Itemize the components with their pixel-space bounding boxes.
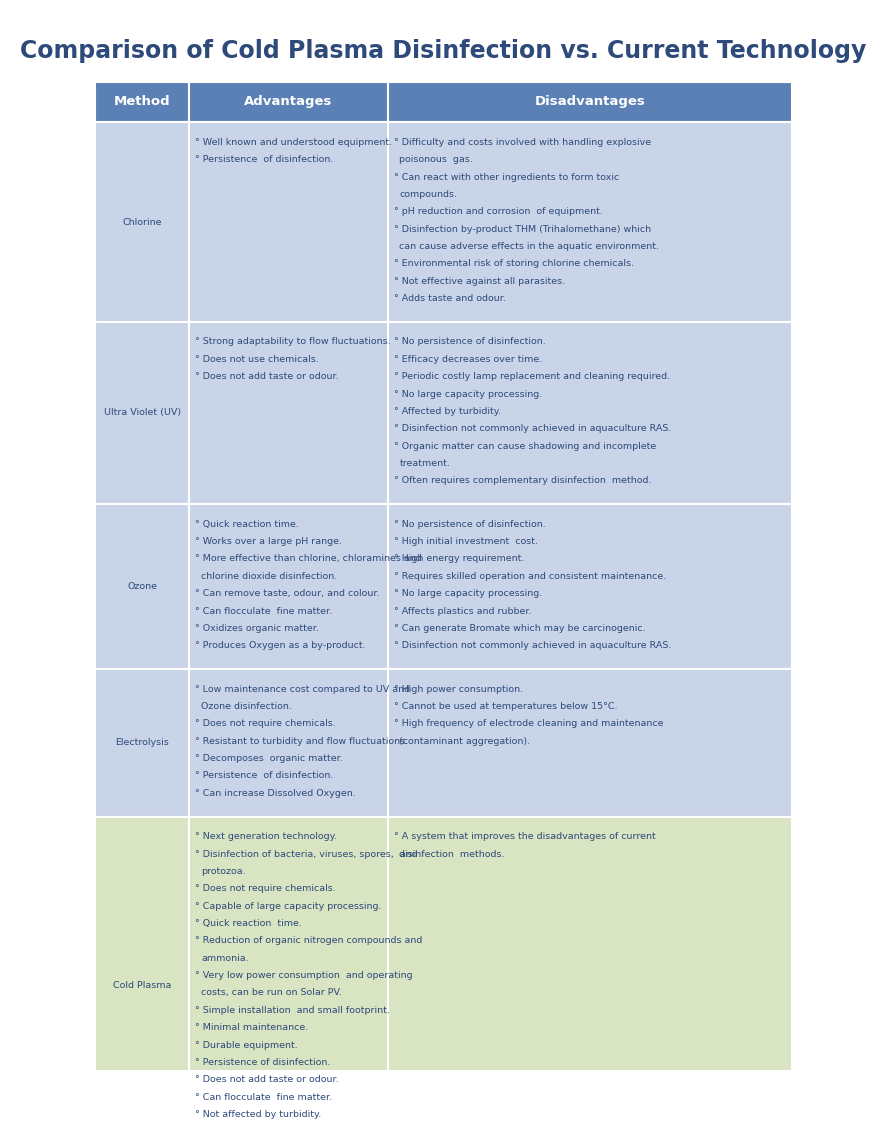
Text: ° Minimal maintenance.: ° Minimal maintenance. <box>195 1023 308 1032</box>
Text: ° Efficacy decreases over time.: ° Efficacy decreases over time. <box>393 355 541 364</box>
FancyBboxPatch shape <box>189 817 387 1127</box>
FancyBboxPatch shape <box>387 669 790 817</box>
Text: ° No persistence of disinfection.: ° No persistence of disinfection. <box>393 337 545 346</box>
FancyBboxPatch shape <box>387 504 790 669</box>
Text: ° Affected by turbidity.: ° Affected by turbidity. <box>393 407 500 416</box>
Text: ° Low maintenance cost compared to UV and: ° Low maintenance cost compared to UV an… <box>195 684 410 693</box>
Text: ° Oxidizes organic matter.: ° Oxidizes organic matter. <box>195 624 319 633</box>
Text: ° Does not add taste or odour.: ° Does not add taste or odour. <box>195 1075 338 1084</box>
FancyBboxPatch shape <box>96 81 189 122</box>
Text: ° Durable equipment.: ° Durable equipment. <box>195 1040 298 1049</box>
Text: disinfection  methods.: disinfection methods. <box>399 850 504 859</box>
Text: can cause adverse effects in the aquatic environment.: can cause adverse effects in the aquatic… <box>399 242 658 251</box>
FancyBboxPatch shape <box>387 122 790 322</box>
Text: ° Environmental risk of storing chlorine chemicals.: ° Environmental risk of storing chlorine… <box>393 259 633 268</box>
Text: ° Very low power consumption  and operating: ° Very low power consumption and operati… <box>195 971 412 980</box>
Text: treatment.: treatment. <box>399 459 450 468</box>
Text: Comparison of Cold Plasma Disinfection vs. Current Technology: Comparison of Cold Plasma Disinfection v… <box>20 38 866 63</box>
FancyBboxPatch shape <box>189 122 387 322</box>
Text: protozoa.: protozoa. <box>201 867 245 876</box>
Text: ° More effective than chlorine, chloramines and: ° More effective than chlorine, chlorami… <box>195 554 422 564</box>
Text: ° Strong adaptability to flow fluctuations.: ° Strong adaptability to flow fluctuatio… <box>195 337 391 346</box>
Text: ° High initial investment  cost.: ° High initial investment cost. <box>393 538 537 547</box>
Text: ° Can flocculate  fine matter.: ° Can flocculate fine matter. <box>195 1092 332 1101</box>
Text: ° Disinfection not commonly achieved in aquaculture RAS.: ° Disinfection not commonly achieved in … <box>393 641 670 650</box>
Text: ° Quick reaction  time.: ° Quick reaction time. <box>195 919 302 928</box>
Text: ° No large capacity processing.: ° No large capacity processing. <box>393 390 541 399</box>
FancyBboxPatch shape <box>96 669 189 817</box>
Text: ° Periodic costly lamp replacement and cleaning required.: ° Periodic costly lamp replacement and c… <box>393 372 669 381</box>
Text: Method: Method <box>114 96 170 108</box>
Text: ° Persistence  of disinfection.: ° Persistence of disinfection. <box>195 772 333 781</box>
Text: Electrolysis: Electrolysis <box>115 738 169 747</box>
Text: ° Simple installation  and small footprint.: ° Simple installation and small footprin… <box>195 1005 390 1014</box>
Text: ° Next generation technology.: ° Next generation technology. <box>195 832 337 841</box>
Text: ° Decomposes  organic matter.: ° Decomposes organic matter. <box>195 754 343 763</box>
FancyBboxPatch shape <box>387 817 790 1127</box>
Text: ° Requires skilled operation and consistent maintenance.: ° Requires skilled operation and consist… <box>393 571 665 580</box>
FancyBboxPatch shape <box>96 504 189 669</box>
FancyBboxPatch shape <box>189 504 387 669</box>
FancyBboxPatch shape <box>387 81 790 122</box>
Text: ° Reduction of organic nitrogen compounds and: ° Reduction of organic nitrogen compound… <box>195 937 422 946</box>
Text: ° Adds taste and odour.: ° Adds taste and odour. <box>393 294 505 303</box>
Text: ° Does not require chemicals.: ° Does not require chemicals. <box>195 719 336 728</box>
Text: chlorine dioxide disinfection.: chlorine dioxide disinfection. <box>201 571 337 580</box>
Text: ° Persistence  of disinfection.: ° Persistence of disinfection. <box>195 156 333 165</box>
Text: ° Capable of large capacity processing.: ° Capable of large capacity processing. <box>195 902 381 911</box>
Text: ° Affects plastics and rubber.: ° Affects plastics and rubber. <box>393 606 531 615</box>
Text: Cold Plasma: Cold Plasma <box>113 982 171 991</box>
Text: ° Does not use chemicals.: ° Does not use chemicals. <box>195 355 319 364</box>
Text: ° Works over a large pH range.: ° Works over a large pH range. <box>195 538 342 547</box>
Text: costs, can be run on Solar PV.: costs, can be run on Solar PV. <box>201 988 341 997</box>
FancyBboxPatch shape <box>387 322 790 504</box>
Text: ° Can react with other ingredients to form toxic: ° Can react with other ingredients to fo… <box>393 172 618 181</box>
Text: ° Disinfection of bacteria, viruses, spores,  and: ° Disinfection of bacteria, viruses, spo… <box>195 850 417 859</box>
Text: ° Can generate Bromate which may be carcinogenic.: ° Can generate Bromate which may be carc… <box>393 624 644 633</box>
Text: ° Persistence of disinfection.: ° Persistence of disinfection. <box>195 1058 330 1067</box>
Text: ° Organic matter can cause shadowing and incomplete: ° Organic matter can cause shadowing and… <box>393 442 655 451</box>
FancyBboxPatch shape <box>189 81 387 122</box>
Text: ° Cannot be used at temperatures below 15°C.: ° Cannot be used at temperatures below 1… <box>393 702 617 711</box>
Text: ° Can flocculate  fine matter.: ° Can flocculate fine matter. <box>195 606 332 615</box>
FancyBboxPatch shape <box>96 122 189 322</box>
Text: ° Not affected by turbidity.: ° Not affected by turbidity. <box>195 1110 321 1119</box>
Text: poisonous  gas.: poisonous gas. <box>399 156 472 165</box>
Text: ° Can remove taste, odour, and colour.: ° Can remove taste, odour, and colour. <box>195 589 379 598</box>
Text: ° Well known and understood equipment.: ° Well known and understood equipment. <box>195 137 392 147</box>
Text: ° Resistant to turbidity and flow fluctuations.: ° Resistant to turbidity and flow fluctu… <box>195 737 408 746</box>
Text: ° High frequency of electrode cleaning and maintenance: ° High frequency of electrode cleaning a… <box>393 719 663 728</box>
FancyBboxPatch shape <box>189 669 387 817</box>
Text: ° Does not require chemicals.: ° Does not require chemicals. <box>195 885 336 894</box>
Text: ° Often requires complementary disinfection  method.: ° Often requires complementary disinfect… <box>393 477 650 486</box>
FancyBboxPatch shape <box>96 817 189 1127</box>
Text: ° A system that improves the disadvantages of current: ° A system that improves the disadvantag… <box>393 832 655 841</box>
Text: compounds.: compounds. <box>399 189 457 198</box>
Text: ° pH reduction and corrosion  of equipment.: ° pH reduction and corrosion of equipmen… <box>393 207 602 216</box>
Text: ° Quick reaction time.: ° Quick reaction time. <box>195 520 299 529</box>
Text: ° Difficulty and costs involved with handling explosive: ° Difficulty and costs involved with han… <box>393 137 650 147</box>
Text: Ultra Violet (UV): Ultra Violet (UV) <box>104 408 181 417</box>
Text: (contaminant aggregation).: (contaminant aggregation). <box>399 737 530 746</box>
Text: ° Disinfection not commonly achieved in aquaculture RAS.: ° Disinfection not commonly achieved in … <box>393 424 670 433</box>
Text: Ozone: Ozone <box>128 582 157 591</box>
Text: ° Produces Oxygen as a by-product.: ° Produces Oxygen as a by-product. <box>195 641 365 650</box>
Text: ° Can increase Dissolved Oxygen.: ° Can increase Dissolved Oxygen. <box>195 789 355 798</box>
Text: ° No large capacity processing.: ° No large capacity processing. <box>393 589 541 598</box>
FancyBboxPatch shape <box>189 322 387 504</box>
Text: ° High energy requirement.: ° High energy requirement. <box>393 554 524 564</box>
Text: ° Disinfection by-product THM (Trihalomethane) which: ° Disinfection by-product THM (Trihalome… <box>393 224 650 233</box>
Text: ° High power consumption.: ° High power consumption. <box>393 684 522 693</box>
Text: ° No persistence of disinfection.: ° No persistence of disinfection. <box>393 520 545 529</box>
Text: Disadvantages: Disadvantages <box>533 96 644 108</box>
Text: ammonia.: ammonia. <box>201 953 248 962</box>
Text: Chlorine: Chlorine <box>122 218 162 227</box>
Text: ° Does not add taste or odour.: ° Does not add taste or odour. <box>195 372 338 381</box>
Text: Advantages: Advantages <box>245 96 332 108</box>
Text: ° Not effective against all parasites.: ° Not effective against all parasites. <box>393 277 564 285</box>
Text: Ozone disinfection.: Ozone disinfection. <box>201 702 291 711</box>
FancyBboxPatch shape <box>96 322 189 504</box>
